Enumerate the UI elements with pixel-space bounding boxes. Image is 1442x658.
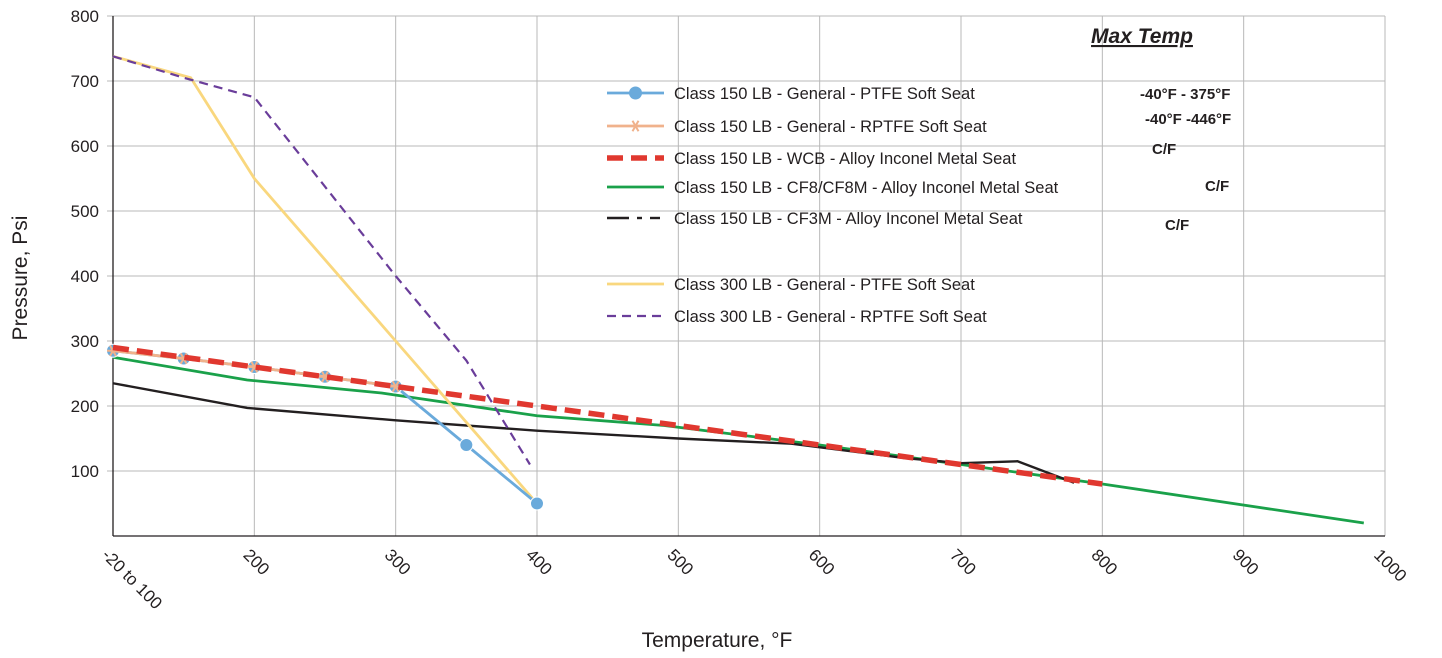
legend-title: Max Temp bbox=[1091, 25, 1193, 48]
data-point bbox=[321, 371, 329, 383]
grid bbox=[107, 15, 1386, 536]
legend-label: Class 150 LB - WCB - Alloy Inconel Metal… bbox=[674, 150, 1016, 168]
legend-marker bbox=[629, 86, 642, 100]
legend: Max Temp Class 150 LB - General - PTFE S… bbox=[607, 25, 1231, 326]
series-line bbox=[112, 54, 539, 505]
x-tick-label: 700 bbox=[946, 545, 979, 578]
series-lines bbox=[106, 54, 1365, 525]
axes bbox=[112, 16, 1385, 537]
series-line bbox=[112, 55, 531, 466]
data-point bbox=[250, 361, 259, 373]
data-point bbox=[391, 380, 400, 393]
legend-label: Class 300 LB - General - RPTFE Soft Seat bbox=[674, 308, 987, 326]
y-axis-title: Pressure, Psi bbox=[9, 216, 32, 341]
x-tick-label: 200 bbox=[240, 545, 273, 578]
y-tick-label: 400 bbox=[71, 267, 99, 286]
series-line bbox=[112, 382, 1075, 484]
x-tick-label: 400 bbox=[522, 545, 555, 578]
y-tick-label: 600 bbox=[71, 137, 99, 156]
y-tick-label: 800 bbox=[71, 7, 99, 26]
x-tick-label: -20 to 100 bbox=[98, 545, 166, 613]
legend-label: Class 150 LB - CF3M - Alloy Inconel Meta… bbox=[674, 210, 1023, 228]
legend-max-temp: -40°F -446°F bbox=[1145, 111, 1231, 128]
y-tick-label: 500 bbox=[71, 202, 99, 221]
x-tick-label: 1000 bbox=[1370, 545, 1410, 585]
x-tick-label: 800 bbox=[1088, 545, 1121, 578]
y-tick-label: 100 bbox=[71, 462, 99, 481]
legend-max-temp: C/F bbox=[1205, 178, 1229, 195]
legend-max-temp: -40°F - 375°F bbox=[1140, 86, 1230, 103]
legend-max-temp: C/F bbox=[1165, 217, 1189, 234]
y-tick-label: 300 bbox=[71, 332, 99, 351]
legend-label: Class 300 LB - General - PTFE Soft Seat bbox=[674, 276, 975, 294]
y-tick-label: 700 bbox=[71, 72, 99, 91]
data-point bbox=[530, 496, 544, 511]
legend-marker bbox=[631, 120, 640, 132]
legend-label: Class 150 LB - General - RPTFE Soft Seat bbox=[674, 118, 987, 136]
x-tick-label: 900 bbox=[1229, 545, 1262, 578]
y-tick-labels: 100 200 300 400 500 600 700 800 bbox=[71, 7, 99, 481]
data-point bbox=[459, 438, 474, 452]
legend-max-temp: C/F bbox=[1152, 141, 1176, 158]
x-axis-title: Temperature, °F bbox=[642, 629, 793, 652]
series-line bbox=[112, 344, 1103, 487]
legend-label: Class 150 LB - CF8/CF8M - Alloy Inconel … bbox=[674, 179, 1059, 197]
x-tick-labels: -20 to 100 200 300 400 500 600 700 800 900 1000 bbox=[98, 545, 1410, 613]
legend-label: Class 150 LB - General - PTFE Soft Seat bbox=[674, 85, 975, 103]
x-tick-label: 500 bbox=[664, 545, 697, 578]
x-tick-label: 300 bbox=[381, 545, 414, 578]
x-tick-label: 600 bbox=[805, 545, 838, 578]
y-tick-label: 200 bbox=[71, 397, 99, 416]
